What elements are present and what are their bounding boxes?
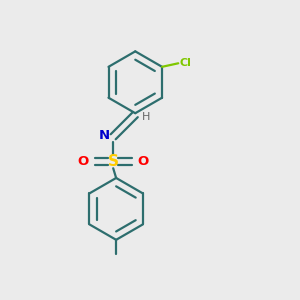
Text: S: S [108, 154, 119, 169]
Text: N: N [98, 129, 110, 142]
Text: O: O [77, 155, 89, 168]
Text: Cl: Cl [180, 58, 192, 68]
Text: H: H [142, 112, 150, 122]
Text: O: O [138, 155, 149, 168]
